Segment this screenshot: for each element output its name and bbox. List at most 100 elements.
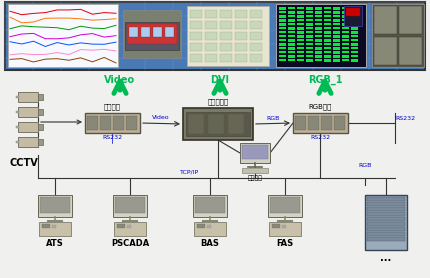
Bar [306,31,313,33]
Bar [190,10,202,18]
Bar [367,222,405,226]
Bar [250,10,262,18]
Bar [342,7,349,9]
Bar [306,23,313,26]
Bar [351,31,358,34]
Bar [250,32,262,40]
Bar [235,21,247,29]
Bar [235,54,247,62]
Bar [195,197,225,213]
Bar [297,43,304,45]
Bar [16,111,19,113]
Bar [315,43,322,45]
Bar [333,51,340,54]
Bar [297,55,304,57]
Bar [250,43,262,51]
Bar [288,11,295,14]
Bar [351,23,358,25]
Bar [288,23,295,25]
Bar [351,11,358,13]
Bar [113,116,124,130]
Bar [197,224,205,228]
Bar [315,59,322,61]
Bar [324,59,331,62]
Bar [85,113,140,133]
Bar [342,15,349,18]
Bar [342,19,349,21]
Bar [351,35,358,37]
Bar [16,126,19,128]
Bar [293,113,348,133]
Bar [324,31,331,34]
Bar [126,116,137,130]
Bar [288,43,295,46]
Bar [279,31,286,33]
Bar [367,227,405,231]
Bar [42,224,50,228]
Bar [18,122,38,132]
Bar [279,35,286,37]
Text: RS232: RS232 [395,116,415,121]
Bar [333,31,340,34]
Bar [297,47,304,49]
Bar [333,15,340,17]
Bar [324,55,331,58]
Bar [306,55,313,57]
Bar [324,35,331,37]
Bar [306,47,313,49]
Bar [297,27,304,30]
Bar [186,112,250,136]
Bar [52,225,56,228]
Bar [87,116,98,130]
Bar [324,47,331,49]
Bar [306,35,313,38]
Bar [306,11,313,13]
Bar [306,27,313,29]
Bar [342,59,349,61]
Bar [324,19,331,21]
Bar [190,54,202,62]
Bar [220,54,232,62]
Bar [315,19,322,21]
Bar [38,124,43,130]
Bar [123,10,181,58]
Bar [324,39,331,42]
Bar [250,54,262,62]
Bar [351,51,358,53]
Text: TCP/IP: TCP/IP [181,170,200,175]
Bar [321,116,332,130]
Bar [193,195,227,217]
Bar [288,35,295,37]
Bar [279,15,286,18]
Bar [279,51,286,53]
Bar [333,27,340,29]
Bar [297,23,304,25]
Bar [315,27,322,30]
Bar [342,31,349,33]
Bar [324,7,331,9]
Bar [220,21,232,29]
Bar [372,4,424,67]
Bar [346,8,360,16]
Bar [242,168,268,173]
Bar [279,47,286,49]
Bar [324,11,331,13]
Bar [235,32,247,40]
Bar [315,31,322,33]
Bar [297,51,304,53]
Bar [165,27,174,37]
Bar [342,27,349,29]
Bar [220,32,232,40]
Bar [333,11,340,14]
Bar [115,197,145,213]
Bar [367,212,405,216]
Bar [288,27,295,30]
Bar [324,15,331,17]
Bar [288,7,295,9]
Bar [190,32,202,40]
Bar [269,222,301,236]
Bar [315,15,322,17]
Bar [205,10,217,18]
Bar [297,35,304,38]
Bar [315,11,322,14]
